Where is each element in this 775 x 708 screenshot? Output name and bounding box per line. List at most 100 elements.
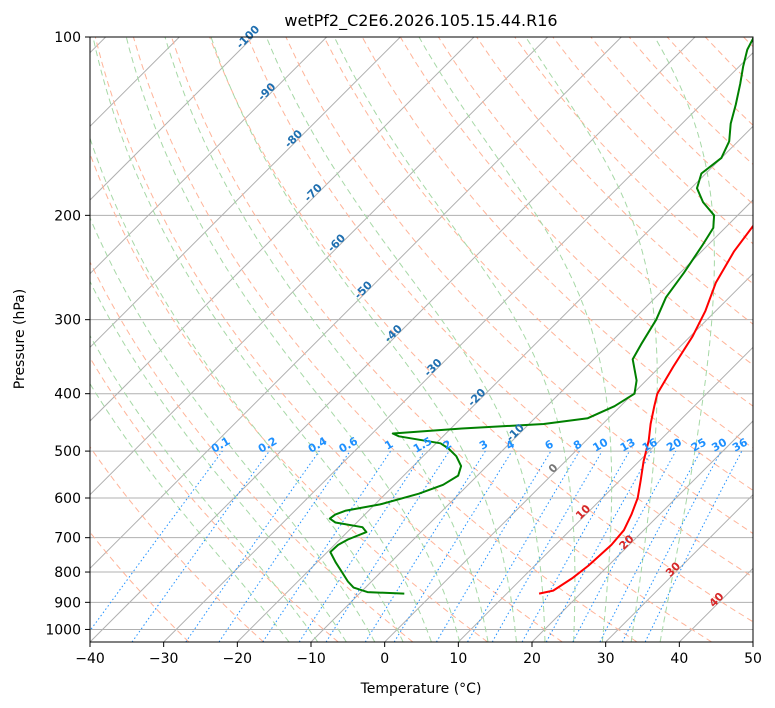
mixing-ratio-label: 3 bbox=[477, 438, 490, 453]
isotherm-line bbox=[90, 37, 622, 570]
isotherm-label: -40 bbox=[382, 322, 405, 345]
x-tick-label: 50 bbox=[744, 651, 762, 667]
isotherm-line bbox=[90, 37, 328, 275]
mixing-ratio-line bbox=[545, 450, 653, 642]
moist-adiabat-line bbox=[125, 37, 461, 642]
x-tick-label: −20 bbox=[223, 651, 253, 667]
isotherm-line bbox=[90, 37, 254, 201]
grid-layer bbox=[90, 37, 753, 642]
moist-adiabat-line bbox=[90, 382, 290, 642]
isotherm-line bbox=[163, 51, 753, 642]
x-axis-title: Temperature (°C) bbox=[360, 681, 482, 697]
moist-adiabat-line bbox=[90, 280, 347, 642]
mixing-ratio-line bbox=[572, 450, 677, 642]
isotherm-line bbox=[384, 272, 753, 642]
dry-adiabat-line bbox=[90, 446, 264, 642]
moist-adiabat-line bbox=[164, 37, 489, 642]
mixing-ratio-label: 20 bbox=[664, 435, 684, 454]
dry-adiabat-line bbox=[171, 37, 712, 642]
dry-adiabat-line bbox=[476, 37, 753, 325]
mixing-ratio-line bbox=[185, 450, 320, 642]
background-lines bbox=[90, 37, 753, 642]
y-tick-label: 500 bbox=[54, 444, 81, 460]
temperature-profile-line bbox=[538, 224, 753, 595]
isotherm-line bbox=[457, 346, 753, 642]
isotherm-label-warm: 30 bbox=[663, 559, 683, 579]
dry-adiabat-line bbox=[285, 37, 753, 535]
series-layer bbox=[328, 37, 753, 595]
x-tick-label: 40 bbox=[670, 651, 688, 667]
dry-adiabat-line bbox=[323, 37, 753, 491]
dry-adiabat-line bbox=[743, 37, 753, 48]
mixing-ratio-label: 6 bbox=[543, 437, 556, 452]
mixing-ratio-label: 36 bbox=[730, 435, 750, 454]
isotherm-line bbox=[90, 37, 475, 422]
x-tick-label: 30 bbox=[597, 651, 615, 667]
isotherm-label: -20 bbox=[465, 386, 488, 409]
moist-adiabat-line bbox=[92, 37, 432, 642]
isotherm-line bbox=[90, 37, 549, 496]
y-axis-title: Pressure (hPa) bbox=[12, 289, 28, 389]
x-tick-label: −30 bbox=[149, 651, 179, 667]
y-tick-label: 800 bbox=[54, 565, 81, 581]
mixing-ratio-line bbox=[521, 450, 630, 642]
moist-adiabat-line bbox=[90, 136, 404, 642]
y-tick-label: 200 bbox=[54, 208, 81, 224]
y-tick-label: 100 bbox=[54, 30, 81, 46]
isotherm-label: -60 bbox=[325, 231, 348, 254]
plot-frame bbox=[89, 36, 754, 643]
x-tick-label: 20 bbox=[523, 651, 541, 667]
mixing-ratio-label: 25 bbox=[689, 436, 709, 455]
mixing-ratio-label: 0.6 bbox=[337, 434, 361, 455]
mixing-ratio-line bbox=[298, 450, 425, 642]
dry-adiabat-line bbox=[514, 37, 753, 285]
dry-adiabat-line bbox=[90, 260, 414, 642]
mixing-ratio-line bbox=[90, 450, 223, 632]
y-tick-label: 300 bbox=[54, 313, 81, 329]
mixing-ratio-line bbox=[599, 450, 701, 642]
mixing-ratio-line bbox=[131, 450, 270, 642]
mixing-ratio-label: 0.4 bbox=[306, 434, 330, 455]
moist-adiabat-line bbox=[90, 334, 319, 642]
dry-adiabat-line bbox=[590, 37, 753, 205]
dry-adiabat-line bbox=[90, 531, 190, 642]
isotherm-line bbox=[236, 125, 753, 642]
dry-adiabat-line bbox=[437, 37, 753, 366]
isotherm-label: -50 bbox=[352, 278, 375, 301]
isotherm-label: -30 bbox=[421, 356, 444, 379]
background-labels: 0.1 0.2 0.4 0.6 1 1.5 2 3 4 6 8 10 13 16 20 25 30 36-100-… bbox=[209, 23, 750, 610]
dry-adiabat-line bbox=[94, 37, 563, 642]
isotherm-line bbox=[90, 37, 401, 349]
x-tick-label: 0 bbox=[380, 651, 389, 667]
isotherm-label-warm: 40 bbox=[707, 590, 727, 610]
mixing-ratio-line bbox=[262, 450, 392, 642]
mixing-ratio-label: 2 bbox=[441, 438, 454, 453]
isotherm-label: -80 bbox=[282, 127, 305, 150]
mixing-ratio-line bbox=[325, 450, 450, 642]
mixing-ratio-label: 16 bbox=[640, 435, 660, 454]
y-tick-label: 400 bbox=[54, 387, 81, 403]
moist-adiabat-line bbox=[333, 37, 576, 642]
y-tick-label: 600 bbox=[54, 491, 81, 507]
dry-adiabat-line bbox=[704, 37, 753, 87]
moist-adiabat-line bbox=[210, 37, 517, 642]
isotherm-line bbox=[310, 199, 753, 642]
moist-adiabat-line bbox=[525, 37, 658, 642]
moist-adiabat-line bbox=[265, 37, 546, 642]
isotherm-line bbox=[605, 493, 753, 642]
y-tick-label: 1000 bbox=[45, 622, 81, 638]
mixing-ratio-line bbox=[218, 450, 351, 642]
y-tick-label: 700 bbox=[54, 531, 81, 547]
dry-adiabat-line bbox=[209, 37, 753, 623]
chart-title: wetPf2_C2E6.2026.105.15.44.R16 bbox=[284, 11, 557, 31]
mixing-ratio-label: 0.1 bbox=[209, 435, 232, 456]
moist-adiabat-line bbox=[90, 216, 376, 642]
moist-adiabat-line bbox=[654, 37, 715, 642]
mixing-ratio-label: 30 bbox=[709, 435, 729, 454]
isotherm-label: -90 bbox=[255, 80, 278, 103]
moist-adiabat-line bbox=[418, 37, 613, 642]
x-tick-label: −10 bbox=[296, 651, 326, 667]
mixing-ratio-label: 10 bbox=[591, 435, 611, 454]
isotherm-line bbox=[531, 420, 753, 642]
